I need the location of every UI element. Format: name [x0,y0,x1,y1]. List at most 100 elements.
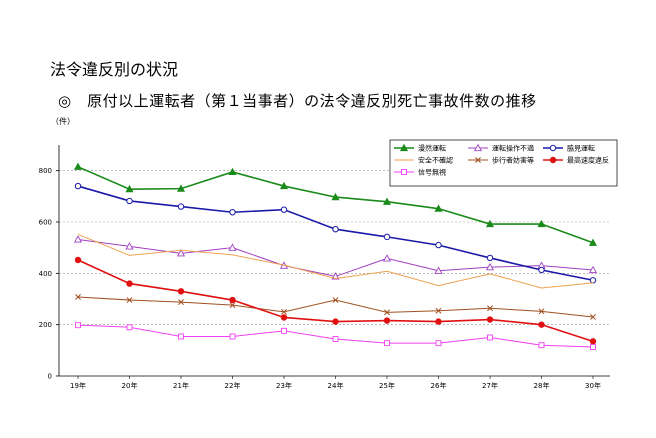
data-point [332,318,339,325]
legend-entry: 安全不確認 [394,156,453,165]
data-point [228,243,237,251]
data-point [589,338,597,345]
data-point [538,266,545,274]
data-point [281,308,287,315]
x-tick-label: 26年 [431,381,447,390]
x-tick-label: 20年 [122,381,138,390]
series-line [77,324,594,348]
legend-label: 運転操作不適 [492,144,534,153]
data-point [178,299,184,306]
data-point [126,324,133,331]
legend-label: 脇見運転 [567,144,595,153]
y-tick-label: 600 [39,219,52,227]
chart-subtitle: ◎ 原付以上運転者（第１当事者）の法令違反別死亡事故件数の推移 [58,92,537,110]
data-point [589,277,597,284]
legend-entry: 最高速度違反 [543,156,609,165]
data-point [435,318,442,325]
data-point [485,219,495,228]
x-tick-label: 23年 [276,381,292,390]
page-title: 法令違反別の状況 [50,60,179,79]
series-1 [73,162,598,246]
legend-label: 信号無視 [418,168,446,177]
data-point [538,342,545,349]
data-point [590,314,596,320]
data-point [280,314,288,321]
legend-marker [473,143,483,152]
data-point [74,256,82,264]
legend-marker [475,157,481,163]
series-6 [74,256,597,345]
data-point [487,305,493,312]
x-tick-label: 28年 [534,381,550,390]
data-point [588,238,598,246]
data-point [332,336,339,342]
data-point [177,288,185,295]
data-point [332,225,339,233]
legend-entry: 信号無視 [394,168,446,177]
data-point [590,344,596,350]
data-point [75,293,81,300]
data-point [176,184,186,192]
data-point [486,316,494,323]
data-point [485,262,495,271]
x-tick-label: 21年 [173,381,189,390]
data-point [229,302,236,309]
series-layer [73,162,598,350]
legend-marker [549,144,557,152]
legend-entry: 歩行者妨害等 [468,156,534,165]
data-point [434,204,443,212]
legend-box [389,139,618,187]
legend-marker [401,169,407,175]
x-tick-label: 30年 [585,381,601,390]
data-point [384,340,390,347]
data-point [126,197,133,205]
data-point [229,296,236,304]
x-tick-label: 24年 [328,381,344,390]
legend-label: 歩行者妨害等 [492,156,534,165]
data-point [383,317,391,324]
legend-entry: 運転操作不適 [468,144,534,153]
x-tick-label: 27年 [482,381,498,390]
data-point [73,162,83,170]
y-tick-label: 400 [39,270,52,278]
legend-marker [549,156,557,164]
series-4 [77,233,594,289]
legend-label: 最高速度違反 [567,156,609,165]
data-point [75,322,81,329]
data-point [384,309,390,316]
data-point [280,206,288,213]
data-point [588,265,598,274]
data-point [228,167,237,176]
y-tick-label: 800 [39,167,52,175]
data-point [74,182,82,190]
data-point [73,235,83,243]
data-point [125,242,134,250]
data-point [229,209,236,216]
data-point [176,249,186,257]
data-point [435,241,442,249]
legend-marker [399,143,409,152]
x-tick-label: 25年 [379,381,395,390]
series-3 [74,182,597,284]
data-point [126,297,133,303]
y-axis-label: （件） [51,116,75,126]
data-point [435,340,442,347]
series-line [77,238,594,277]
legend-label: 安全不確認 [418,156,453,165]
data-point [486,254,494,262]
data-point [331,192,340,201]
data-point [435,307,442,314]
y-tick-label: 200 [39,321,52,329]
axes: 0 200 400 600 800 （件） 19年 20年 21年 22年 23年 24年 25年 26年… [39,116,610,390]
data-point [279,181,289,190]
series-line [77,233,594,289]
data-point [178,333,184,340]
data-point [281,327,287,334]
legend-entry: 脇見運転 [543,144,595,153]
data-point [383,233,391,241]
data-point [177,203,185,210]
data-point [126,280,133,287]
x-tick-label: 22年 [225,381,241,390]
data-point [434,266,443,274]
